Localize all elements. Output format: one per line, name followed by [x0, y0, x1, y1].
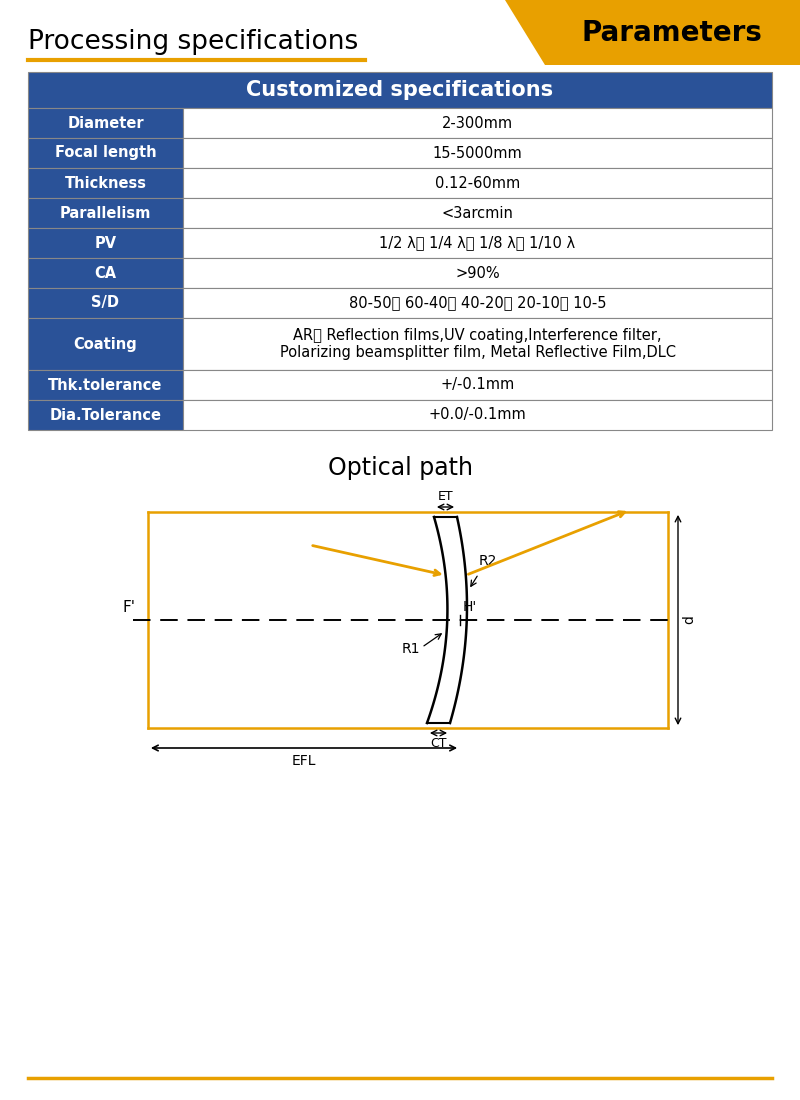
Text: >90%: >90% [455, 265, 500, 280]
Text: Parallelism: Parallelism [60, 206, 151, 220]
Text: Coating: Coating [74, 337, 138, 352]
Text: Optical path: Optical path [327, 456, 473, 480]
Text: +0.0/-0.1mm: +0.0/-0.1mm [429, 407, 526, 422]
Text: +/-0.1mm: +/-0.1mm [440, 377, 514, 393]
Text: CA: CA [94, 265, 117, 280]
Text: Focal length: Focal length [54, 145, 156, 161]
Text: Dia.Tolerance: Dia.Tolerance [50, 407, 162, 422]
Bar [28, 258, 183, 288]
Text: 0.12-60mm: 0.12-60mm [435, 176, 520, 190]
Text: ET: ET [438, 490, 454, 503]
Text: S/D: S/D [91, 296, 119, 310]
Text: AR、 Reflection films,UV coating,Interference filter,
Polarizing beamsplitter fil: AR、 Reflection films,UV coating,Interfer… [279, 328, 675, 360]
Text: 15-5000mm: 15-5000mm [433, 145, 522, 161]
Polygon shape [505, 0, 800, 65]
Bar [28, 168, 183, 198]
Bar [183, 168, 772, 198]
Text: Customized specifications: Customized specifications [246, 80, 554, 100]
Text: Thk.tolerance: Thk.tolerance [48, 377, 162, 393]
Text: EFL: EFL [292, 754, 316, 768]
Bar [183, 138, 772, 168]
Bar [28, 198, 183, 228]
Bar [28, 72, 772, 108]
Text: R1: R1 [402, 642, 420, 657]
Text: 80-50、 60-40、 40-20、 20-10、 10-5: 80-50、 60-40、 40-20、 20-10、 10-5 [349, 296, 606, 310]
Text: CT: CT [430, 737, 446, 750]
Bar [28, 318, 183, 370]
Bar [28, 288, 183, 318]
Bar [183, 258, 772, 288]
Bar [28, 370, 183, 400]
Bar [28, 138, 183, 168]
Text: F': F' [123, 600, 136, 615]
Bar [183, 108, 772, 138]
Text: d: d [682, 616, 696, 625]
Text: H': H' [463, 600, 478, 614]
Text: Processing specifications: Processing specifications [28, 29, 358, 55]
Text: 2-300mm: 2-300mm [442, 116, 513, 131]
Bar [183, 288, 772, 318]
Text: R2: R2 [478, 553, 497, 568]
Text: Parameters: Parameters [582, 19, 762, 47]
Bar [183, 400, 772, 430]
Text: 1/2 λ、 1/4 λ、 1/8 λ、 1/10 λ: 1/2 λ、 1/4 λ、 1/8 λ、 1/10 λ [379, 235, 575, 251]
Bar [183, 228, 772, 258]
Bar [183, 198, 772, 228]
Bar [183, 370, 772, 400]
Bar [28, 228, 183, 258]
Bar [28, 400, 183, 430]
Text: <3arcmin: <3arcmin [442, 206, 514, 220]
Bar [28, 108, 183, 138]
Text: PV: PV [94, 235, 117, 251]
Text: Diameter: Diameter [67, 116, 144, 131]
Bar [183, 318, 772, 370]
Text: Thickness: Thickness [65, 176, 146, 190]
